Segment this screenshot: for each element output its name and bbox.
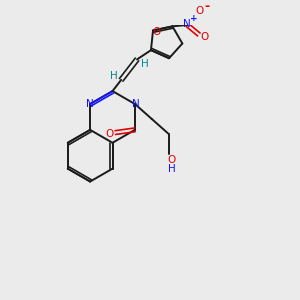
Text: H: H xyxy=(168,164,176,174)
Text: H: H xyxy=(110,71,118,81)
Text: -: - xyxy=(204,0,209,13)
Text: O: O xyxy=(105,129,113,139)
Text: N: N xyxy=(86,99,94,109)
Text: O: O xyxy=(168,155,176,165)
Text: O: O xyxy=(201,32,209,42)
Text: N: N xyxy=(183,20,191,29)
Text: O: O xyxy=(196,5,204,16)
Text: N: N xyxy=(132,99,139,109)
Text: +: + xyxy=(190,14,197,23)
Text: H: H xyxy=(141,59,148,69)
Text: O: O xyxy=(152,27,160,37)
